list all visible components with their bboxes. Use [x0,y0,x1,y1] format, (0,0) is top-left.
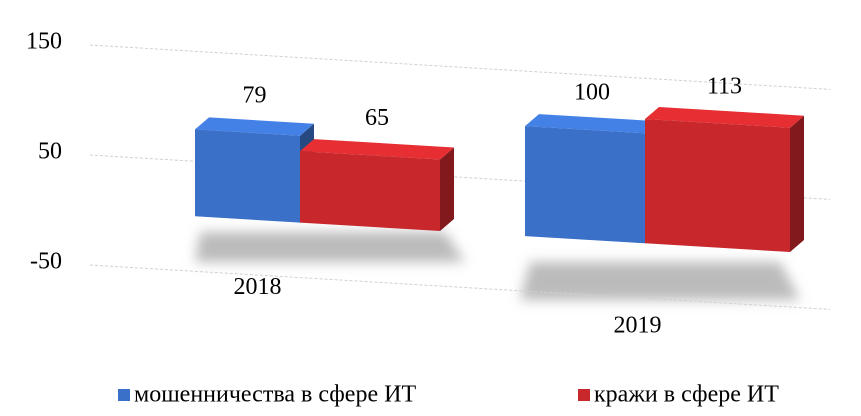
bar-front [300,151,440,231]
bar [645,107,804,252]
data-label: 100 [574,80,610,106]
bar-front [195,129,300,223]
legend-swatch [578,389,590,401]
bar [195,117,314,223]
bar [525,114,659,244]
bar-shadow [195,232,465,262]
data-label: 65 [365,105,389,131]
y-tick-label: 150 [26,29,62,55]
data-label: 79 [243,82,267,108]
bar-side [440,147,454,231]
x-tick-label: 2019 [614,313,662,339]
grid-line [89,44,831,90]
bar-top [525,114,659,134]
legend-label: кражи в сфере ИТ [594,382,779,408]
bar-top [645,107,804,128]
y-tick-label: -50 [30,249,62,275]
bar-front [645,119,790,252]
bar-top [195,117,314,136]
bar-front [525,126,645,244]
shadows [195,232,800,300]
x-tick-label: 2018 [234,274,282,300]
y-tick-label: 50 [38,139,62,165]
legend-swatch [118,389,130,401]
bar-shadow [520,262,800,300]
grid-line [89,264,831,310]
bar [300,139,454,231]
bar-side [790,115,804,252]
legend-label: мошенничества в сфере ИТ [134,382,416,408]
bar-top [300,139,454,160]
data-label: 113 [707,73,742,99]
